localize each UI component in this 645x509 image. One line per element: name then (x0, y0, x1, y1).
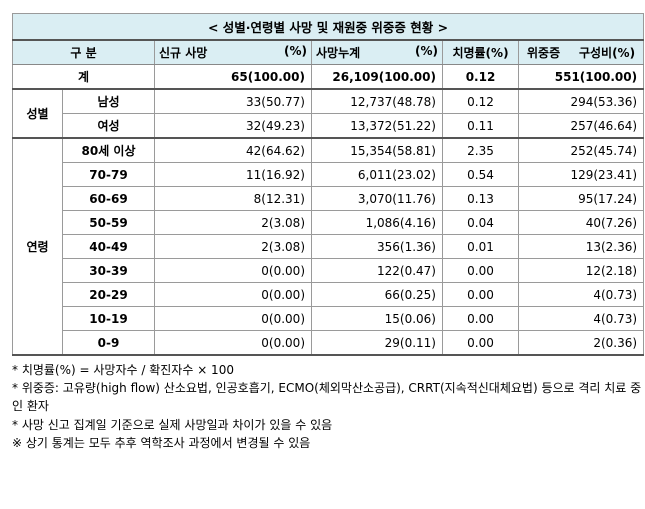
row-label: 40-49 (62, 234, 155, 259)
total-new-deaths: 65(100.00) (154, 64, 312, 90)
total-row: 계 65(100.00) 26,109(100.00) 0.12 551(100… (12, 64, 645, 90)
stats-panel: < 성별·연령별 사망 및 재원중 위중증 현황 > 구 분 신규 사망 (%) … (11, 13, 645, 452)
cum-deaths-cell: 3,070(11.76) (311, 186, 443, 211)
cum-deaths-cell: 6,011(23.02) (311, 162, 443, 187)
cum-deaths-cell: 13,372(51.22) (311, 113, 443, 139)
severe-cell: 257(46.64) (517, 113, 645, 139)
cfr-cell: 0.01 (442, 234, 519, 259)
footnote-cfr: * 치명률(%) = 사망자수 / 확진자수 × 100 (12, 363, 234, 377)
table-row: 성별 남성 33(50.77) 12,737(48.78) 0.12 294(53.36) (12, 88, 645, 139)
table-row: 연령 80세 이상 42(64.62) 15,354(58.81) 2.35 252(45… (12, 137, 645, 356)
severe-cell: 40(7.26) (517, 210, 645, 235)
row-label: 50-59 (62, 210, 155, 235)
new-deaths-cell: 11(16.92) (154, 162, 312, 187)
header-category: 구 분 (12, 39, 155, 65)
new-deaths-cell: 42(64.62) (154, 137, 312, 163)
total-cum-deaths: 26,109(100.00) (311, 64, 443, 90)
header-new-deaths: 신규 사망 (%) (154, 39, 312, 65)
age-section: 연령 80세 이상 42(64.62) 15,354(58.81) 2.35 252(45… (12, 137, 645, 356)
severe-cell: 294(53.36) (517, 88, 645, 114)
table-row: 50-59 2(3.08) 1,086(4.16) 0.04 40(7.26) (13, 210, 645, 235)
table-row: 70-79 11(16.92) 6,011(23.02) 0.54 129(23.41) (13, 162, 645, 187)
new-deaths-cell: 0(0.00) (154, 330, 312, 356)
new-deaths-cell: 32(49.23) (154, 113, 312, 139)
new-deaths-cell: 0(0.00) (154, 258, 312, 283)
cum-deaths-cell: 15(0.06) (311, 306, 443, 331)
new-deaths-cell: 2(3.08) (154, 210, 312, 235)
cfr-cell: 0.11 (442, 113, 519, 139)
severe-cell: 252(45.74) (517, 137, 645, 163)
severe-cell: 12(2.18) (517, 258, 645, 283)
row-label: 30-39 (62, 258, 155, 283)
table-row: 여성 32(49.23) 13,372(51.22) 0.11 257(46.64) (12, 113, 645, 139)
table-row: 0-9 0(0.00) 29(0.11) 0.00 2(0.36) (12, 330, 645, 356)
severe-cell: 2(0.36) (517, 330, 645, 356)
cum-deaths-cell: 1,086(4.16) (311, 210, 443, 235)
cfr-cell: 0.00 (442, 330, 519, 356)
table-row: 30-39 0(0.00) 122(0.47) 0.00 12(2.18) (13, 258, 645, 283)
severe-cell: 95(17.24) (517, 186, 645, 211)
stats-table: < 성별·연령별 사망 및 재원중 위중증 현황 > 구 분 신규 사망 (%) … (11, 13, 645, 356)
table-header-row: 구 분 신규 사망 (%) 사망누계 (%) 치명률(%) 위중증 구성비(%) (12, 39, 645, 65)
footnote-revision: ※ 상기 통계는 모두 추후 역학조사 과정에서 변경될 수 있음 (12, 435, 311, 450)
row-label: 10-19 (62, 306, 155, 331)
age-group-label: 연령 (12, 137, 63, 356)
row-label: 60-69 (62, 186, 155, 211)
row-label: 여성 (62, 113, 155, 139)
header-cum-deaths: 사망누계 (%) (311, 39, 443, 65)
cfr-cell: 0.13 (442, 186, 519, 211)
footnote-severe: * 위중증: 고유량(high flow) 산소요법, 인공호흡기, ECMO(… (12, 381, 642, 414)
cum-deaths-cell: 122(0.47) (311, 258, 443, 283)
row-label: 80세 이상 (62, 137, 155, 163)
cfr-cell: 0.04 (442, 210, 519, 235)
sex-section: 성별 남성 33(50.77) 12,737(48.78) 0.12 294(53.36)… (12, 88, 645, 139)
table-title-row: < 성별·연령별 사망 및 재원중 위중증 현황 > (11, 13, 645, 41)
new-deaths-cell: 8(12.31) (154, 186, 312, 211)
cfr-cell: 0.00 (442, 306, 519, 331)
total-severe: 551(100.00) (517, 64, 645, 90)
cfr-cell: 0.12 (442, 88, 519, 114)
table-row: 20-29 0(0.00) 66(0.25) 0.00 4(0.73) (13, 282, 645, 307)
cum-deaths-cell: 12,737(48.78) (311, 88, 443, 114)
table-title: < 성별·연령별 사망 및 재원중 위중증 현황 > (11, 13, 645, 41)
total-label: 계 (12, 64, 155, 90)
cfr-cell: 2.35 (442, 137, 519, 163)
cfr-cell: 0.00 (442, 258, 519, 283)
new-deaths-cell: 0(0.00) (154, 282, 312, 307)
footnotes: * 치명률(%) = 사망자수 / 확진자수 × 100 * 위중증: 고유량(… (12, 361, 643, 452)
severe-cell: 4(0.73) (517, 306, 645, 331)
table-row: 40-49 2(3.08) 356(1.36) 0.01 13(2.36) (13, 234, 645, 259)
cum-deaths-cell: 66(0.25) (311, 282, 443, 307)
severe-cell: 129(23.41) (517, 162, 645, 187)
total-cfr: 0.12 (442, 64, 519, 90)
cum-deaths-cell: 29(0.11) (311, 330, 443, 356)
table-row: 10-19 0(0.00) 15(0.06) 0.00 4(0.73) (13, 306, 645, 331)
header-cfr: 치명률(%) (442, 39, 519, 65)
sex-group-label: 성별 (12, 88, 63, 139)
row-label: 0-9 (62, 330, 155, 356)
row-label: 70-79 (62, 162, 155, 187)
severe-cell: 13(2.36) (517, 234, 645, 259)
footnote-report-date: * 사망 신고 집계일 기준으로 실제 사망일과 차이가 있을 수 있음 (12, 417, 333, 432)
cfr-cell: 0.00 (442, 282, 519, 307)
new-deaths-cell: 2(3.08) (154, 234, 312, 259)
severe-cell: 4(0.73) (517, 282, 645, 307)
cum-deaths-cell: 356(1.36) (311, 234, 443, 259)
cum-deaths-cell: 15,354(58.81) (311, 137, 443, 163)
new-deaths-cell: 0(0.00) (154, 306, 312, 331)
new-deaths-cell: 33(50.77) (154, 88, 312, 114)
row-label: 20-29 (62, 282, 155, 307)
cfr-cell: 0.54 (442, 162, 519, 187)
table-row: 60-69 8(12.31) 3,070(11.76) 0.13 95(17.24) (13, 186, 645, 211)
row-label: 남성 (62, 88, 155, 114)
header-severe: 위중증 구성비(%) (517, 39, 645, 65)
